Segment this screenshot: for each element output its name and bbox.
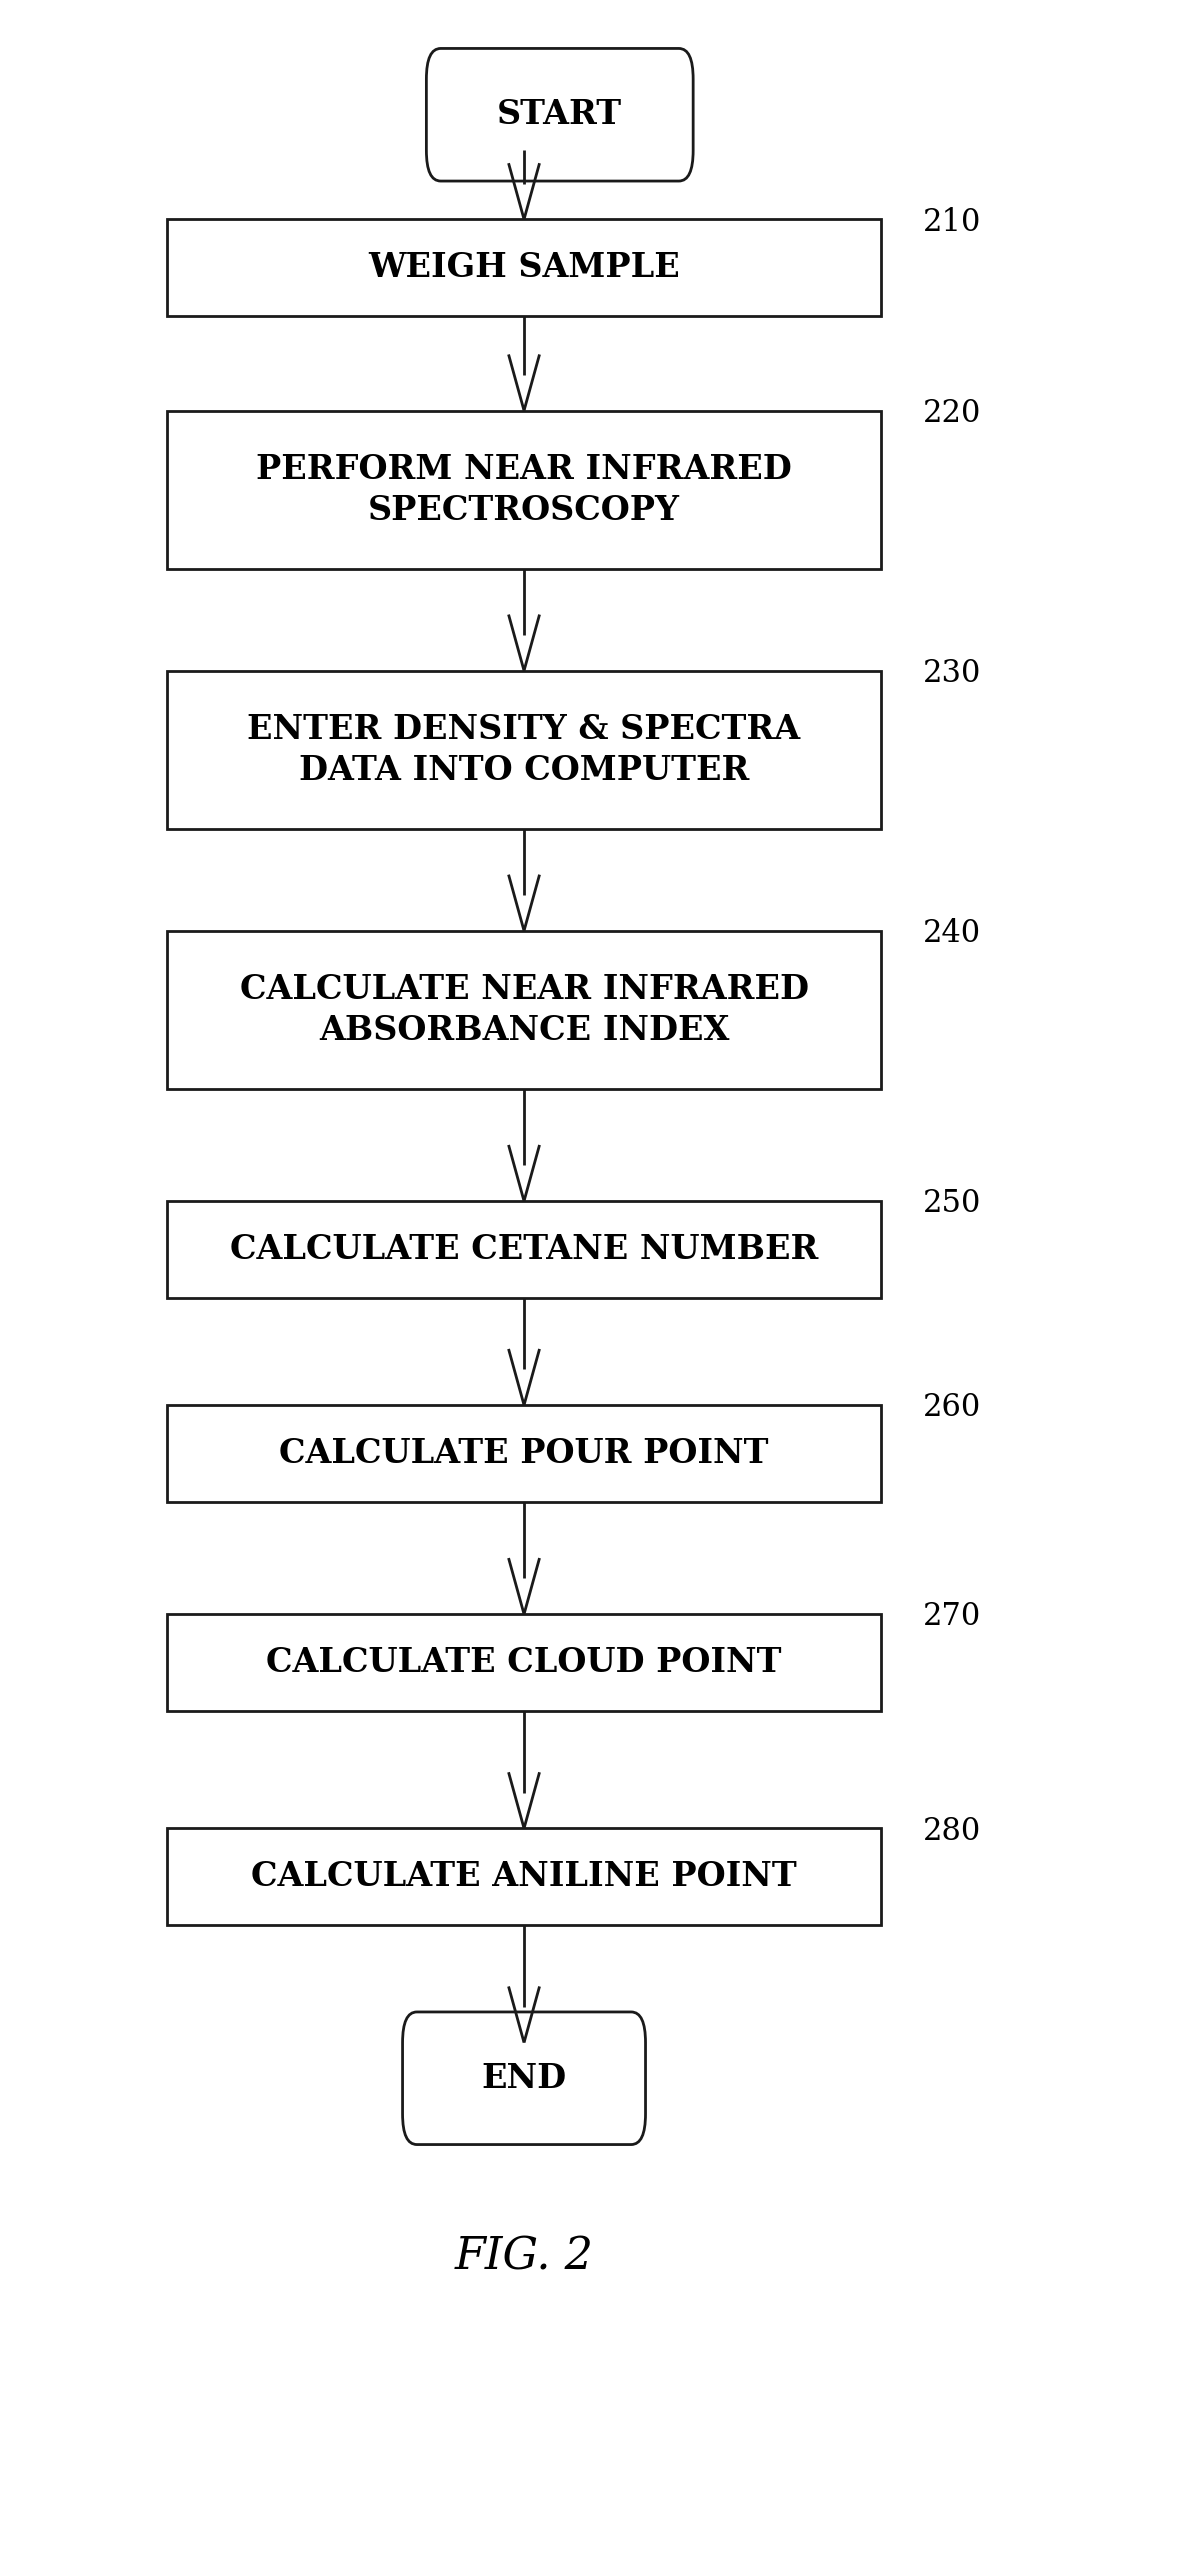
Text: 280: 280 <box>923 1816 981 1846</box>
Text: CALCULATE POUR POINT: CALCULATE POUR POINT <box>280 1438 768 1469</box>
Bar <box>167 219 881 316</box>
Bar <box>167 1405 881 1502</box>
Bar <box>167 1201 881 1298</box>
Text: 260: 260 <box>923 1392 981 1423</box>
Text: CALCULATE ANILINE POINT: CALCULATE ANILINE POINT <box>251 1862 797 1892</box>
Text: 270: 270 <box>923 1601 981 1632</box>
Text: ENTER DENSITY & SPECTRA
DATA INTO COMPUTER: ENTER DENSITY & SPECTRA DATA INTO COMPUT… <box>248 714 800 785</box>
Text: 210: 210 <box>923 207 981 237</box>
Text: END: END <box>481 2063 567 2094</box>
Text: CALCULATE CETANE NUMBER: CALCULATE CETANE NUMBER <box>230 1234 818 1265</box>
Text: 230: 230 <box>923 658 981 688</box>
Bar <box>167 411 881 569</box>
FancyBboxPatch shape <box>426 48 693 181</box>
Bar <box>167 1828 881 1925</box>
Text: CALCULATE CLOUD POINT: CALCULATE CLOUD POINT <box>267 1647 781 1678</box>
Text: 250: 250 <box>923 1188 981 1219</box>
Text: START: START <box>497 99 623 130</box>
Bar <box>167 931 881 1089</box>
Text: WEIGH SAMPLE: WEIGH SAMPLE <box>368 252 680 283</box>
Bar <box>167 1614 881 1711</box>
Text: CALCULATE NEAR INFRARED
ABSORBANCE INDEX: CALCULATE NEAR INFRARED ABSORBANCE INDEX <box>239 974 809 1046</box>
Text: FIG. 2: FIG. 2 <box>455 2236 593 2277</box>
Bar <box>167 671 881 829</box>
Text: 220: 220 <box>923 398 981 428</box>
Text: 240: 240 <box>923 918 981 949</box>
Text: PERFORM NEAR INFRARED
SPECTROSCOPY: PERFORM NEAR INFRARED SPECTROSCOPY <box>256 454 792 525</box>
FancyBboxPatch shape <box>403 2012 646 2145</box>
